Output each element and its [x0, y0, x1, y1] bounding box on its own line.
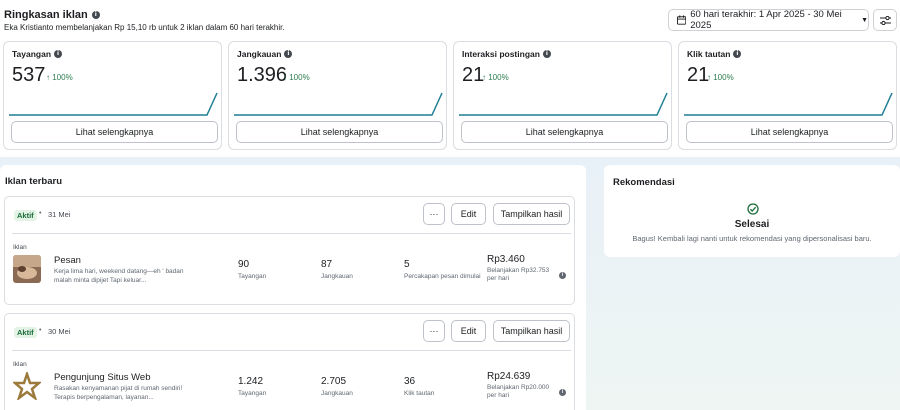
card-value: 1.396	[237, 64, 288, 86]
sparkline	[9, 92, 218, 116]
ad-name[interactable]: Pesan	[54, 255, 81, 266]
metric-value: 90	[238, 259, 250, 270]
show-results-button[interactable]: Tampilkan hasil	[493, 320, 570, 342]
ad-type-label: Iklan	[13, 244, 27, 251]
metric-value: 2.705	[321, 376, 347, 387]
caret-down-icon: ▼	[861, 16, 868, 24]
metric-card-klik-tautan: Klik tautan i 21 ↑ 100% Lihat selengkapny…	[678, 41, 897, 150]
card-title-row: Tayangan i	[12, 49, 63, 59]
card-delta: ↑ 100%	[46, 73, 73, 82]
recommendations-message: Bagus! Kembali lagi nanti untuk rekomend…	[632, 234, 872, 243]
see-more-button[interactable]: Lihat selengkapnya	[236, 121, 443, 143]
card-title-row: Interaksi postingan i	[462, 49, 551, 59]
info-icon[interactable]: i	[559, 389, 566, 396]
see-more-button[interactable]: Lihat selengkapnya	[11, 121, 218, 143]
card-value: 21	[462, 64, 485, 86]
recommendations-title: Rekomendasi	[613, 177, 675, 188]
info-icon[interactable]: i	[284, 50, 293, 58]
summary-title: Ringkasan iklan	[4, 9, 88, 21]
see-more-button[interactable]: Lihat selengkapnya	[686, 121, 893, 143]
ad-thumbnail[interactable]	[13, 372, 41, 400]
spend-label: Belanjakan Rp32.753 per hari	[487, 267, 550, 282]
sparkline	[234, 92, 443, 116]
card-delta: ↑ 100%	[482, 73, 509, 82]
status-badge: Aktif	[14, 210, 37, 221]
show-results-button[interactable]: Tampilkan hasil	[493, 203, 570, 225]
dot-separator: •	[39, 210, 42, 217]
metric-value: 87	[321, 259, 333, 270]
summary-subtitle: Eka Kristianto membelanjakan Rp 15,10 rb…	[4, 23, 285, 32]
metric-value: 36	[404, 376, 416, 387]
more-options-button[interactable]: ···	[423, 320, 445, 342]
info-icon[interactable]: i	[559, 272, 566, 279]
edit-button[interactable]: Edit	[451, 203, 486, 225]
ad-type-label: Iklan	[13, 361, 27, 368]
card-value: 537	[12, 64, 46, 86]
info-icon[interactable]: i	[542, 50, 551, 58]
sliders-icon	[879, 15, 891, 25]
ad-thumbnail[interactable]	[13, 255, 41, 283]
divider	[12, 233, 571, 234]
card-title: Tayangan	[12, 49, 52, 59]
sparkline	[459, 92, 668, 116]
divider	[12, 350, 571, 351]
spend-value: Rp24.639	[487, 371, 531, 382]
summary-header: Ringkasan iklan i	[4, 9, 100, 21]
card-title-row: Klik tautan i	[687, 49, 742, 59]
ad-date: 30 Mei	[48, 327, 71, 336]
card-delta: ↑ 100%	[283, 73, 310, 82]
metric-card-tayangan: Tayangan i 537 ↑ 100% Lihat selengkapnya	[3, 41, 222, 150]
spend-label: Belanjakan Rp20.000 per hari	[487, 384, 550, 399]
info-icon[interactable]: i	[91, 11, 100, 19]
recommendations-status: Selesai	[734, 219, 770, 230]
date-range-label: 60 hari terakhir: 1 Apr 2025 - 30 Mei 20…	[690, 9, 842, 31]
card-title-row: Jangkauan i	[237, 49, 293, 59]
info-icon[interactable]: i	[54, 50, 63, 58]
spend-value: Rp3.460	[487, 254, 525, 265]
check-circle-icon	[747, 203, 759, 215]
card-title: Klik tautan	[687, 49, 731, 59]
more-options-button[interactable]: ···	[423, 203, 445, 225]
ad-card: Aktif • 30 Mei ··· Edit Tampilkan hasil …	[4, 313, 575, 410]
card-value: 21	[687, 64, 710, 86]
dot-separator: •	[39, 327, 42, 334]
sparkline	[684, 92, 893, 116]
edit-button[interactable]: Edit	[451, 320, 486, 342]
metric-label: Tayangan	[238, 390, 267, 397]
metric-value: 1.242	[238, 376, 264, 387]
metric-label: Jangkauan	[321, 390, 353, 397]
see-more-button[interactable]: Lihat selengkapnya	[461, 121, 668, 143]
filter-button[interactable]	[873, 9, 897, 31]
metric-label: Tayangan	[238, 273, 267, 280]
ad-date: 31 Mei	[48, 210, 71, 219]
card-title: Jangkauan	[237, 49, 282, 59]
metric-label: Klik tautan	[404, 390, 435, 397]
metric-label: Jangkauan	[321, 273, 353, 280]
card-title: Interaksi postingan	[462, 49, 540, 59]
recent-ads-title: Iklan terbaru	[5, 176, 63, 187]
metric-card-interaksi: Interaksi postingan i 21 ↑ 100% Lihat sel…	[453, 41, 672, 150]
metric-label: Percakapan pesan dimulai	[404, 273, 481, 280]
date-range-button[interactable]: 60 hari terakhir: 1 Apr 2025 - 30 Mei 20…	[668, 9, 869, 31]
metric-card-jangkauan: Jangkauan i 1.396 ↑ 100% Lihat selengkapn…	[228, 41, 447, 150]
calendar-icon	[677, 15, 687, 25]
card-delta: ↑ 100%	[707, 73, 734, 82]
info-icon[interactable]: i	[733, 50, 742, 58]
ad-description: Kerja lima hari, weekend datang—eh ' bad…	[54, 268, 184, 284]
ad-name[interactable]: Pengunjung Situs Web	[54, 372, 151, 383]
metric-value: 5	[404, 259, 410, 270]
ad-description: Rasakan kenyamanan pijat di rumah sendir…	[54, 385, 183, 401]
ad-card: Aktif • 31 Mei ··· Edit Tampilkan hasil …	[4, 196, 575, 305]
star-logo-icon	[13, 372, 41, 400]
status-badge: Aktif	[14, 327, 37, 338]
